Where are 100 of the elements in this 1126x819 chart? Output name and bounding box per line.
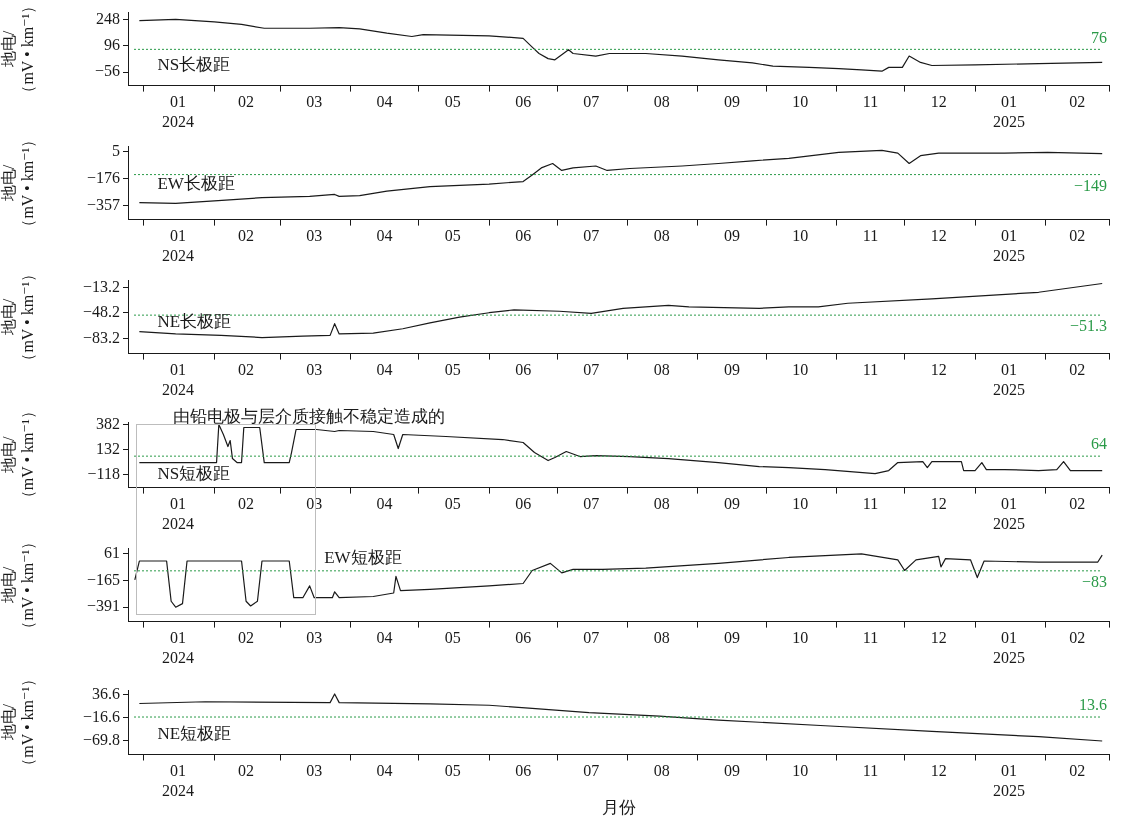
y-tick-label: −118: [87, 464, 120, 482]
y-axis-title: 地电/ （mV • km⁻¹）: [0, 403, 36, 507]
x-tick-label: 10: [792, 361, 809, 379]
x-tick-label: 07: [583, 361, 600, 379]
y-tick-label: −13.2: [82, 277, 120, 295]
y-tick-label: 36.6: [92, 684, 120, 702]
x-tick-label: 01 2025: [993, 361, 1026, 398]
x-tick-label: 02: [238, 762, 255, 780]
x-tick-label: 08: [653, 629, 670, 647]
annotation: 13.6: [1079, 696, 1107, 714]
x-tick-label: 06: [515, 495, 532, 513]
x-tick-label: 04: [376, 227, 393, 245]
series-label: NE长极距: [157, 311, 232, 331]
x-tick-label: 05: [444, 93, 461, 111]
x-tick-label: 08: [653, 762, 670, 780]
y-tick-label: −16.6: [82, 707, 120, 725]
x-tick-label: 05: [444, 227, 461, 245]
x-tick-label: 12: [930, 629, 947, 647]
x-tick-label: 09: [724, 762, 741, 780]
x-tick-label: 12: [930, 227, 947, 245]
x-tick-label: 05: [444, 361, 461, 379]
x-tick-label: 12: [930, 361, 947, 379]
x-tick-label: 04: [376, 93, 393, 111]
x-tick-label: 06: [515, 227, 532, 245]
y-tick-label: 382: [96, 414, 120, 432]
x-tick-label: 07: [583, 629, 600, 647]
y-tick-label: −83.2: [82, 328, 120, 346]
x-tick-label: 09: [724, 227, 741, 245]
x-tick-label: 03: [306, 93, 323, 111]
x-tick-label: 01 2024: [161, 495, 194, 532]
x-tick-label: 03: [306, 227, 323, 245]
series-label: NS长极距: [157, 54, 231, 74]
x-tick-label: 05: [444, 495, 461, 513]
x-tick-label: 01 2024: [161, 227, 194, 264]
x-tick-label: 02: [1069, 495, 1086, 513]
x-tick-label: 02: [1069, 93, 1086, 111]
x-tick-label: 08: [653, 227, 670, 245]
x-tick-label: 02: [238, 227, 255, 245]
x-tick-label: 12: [930, 762, 947, 780]
y-tick-label: −391: [86, 597, 120, 615]
x-tick-label: 02: [1069, 361, 1086, 379]
x-tick-label: 03: [306, 361, 323, 379]
x-tick-label: 11: [862, 762, 879, 780]
y-axis-title: 地电/ （mV • km⁻¹）: [0, 670, 36, 774]
x-tick-label: 11: [862, 93, 879, 111]
y-tick-label: −56: [94, 62, 120, 80]
x-tick-label: 05: [444, 629, 461, 647]
y-tick-label: 132: [96, 439, 120, 457]
x-tick-label: 08: [653, 495, 670, 513]
x-tick-label: 03: [306, 629, 323, 647]
x-tick-label: 04: [376, 762, 393, 780]
x-tick-label: 03: [306, 762, 323, 780]
x-tick-label: 09: [724, 629, 741, 647]
series-label: EW短极距: [324, 548, 402, 568]
x-tick-label: 01 2025: [993, 495, 1026, 532]
x-tick-label: 07: [583, 762, 600, 780]
y-tick-label: −176: [86, 168, 120, 186]
y-tick-label: 248: [96, 10, 120, 28]
x-tick-label: 09: [724, 361, 741, 379]
series-label: EW长极距: [157, 174, 235, 194]
x-tick-label: 04: [376, 361, 393, 379]
x-tick-label: 11: [862, 361, 879, 379]
x-tick-label: 09: [724, 495, 741, 513]
x-tick-label: 06: [515, 762, 532, 780]
x-tick-label: 02: [238, 93, 255, 111]
x-tick-label: 02: [1069, 227, 1086, 245]
x-tick-label: 01 2025: [993, 227, 1026, 264]
x-tick-label: 02: [1069, 762, 1086, 780]
x-tick-label: 11: [862, 227, 879, 245]
series-label: NS短极距: [157, 463, 231, 483]
x-tick-label: 04: [376, 629, 393, 647]
series-label: NE短极距: [157, 723, 232, 743]
y-tick-label: 96: [104, 36, 120, 54]
x-tick-label: 10: [792, 495, 809, 513]
ref-line-label: −149: [1073, 176, 1107, 194]
ref-line-label: −51.3: [1069, 317, 1107, 335]
x-tick-label: 10: [792, 629, 809, 647]
x-axis-title: 月份: [601, 798, 636, 818]
x-tick-label: 04: [376, 495, 393, 513]
x-tick-label: 01 2025: [993, 629, 1026, 666]
ref-line-label: 64: [1091, 435, 1107, 453]
x-tick-label: 09: [724, 93, 741, 111]
x-tick-label: 12: [930, 495, 947, 513]
x-tick-label: 06: [515, 93, 532, 111]
y-tick-label: −69.8: [82, 731, 120, 749]
x-tick-label: 10: [792, 762, 809, 780]
y-tick-label: −165: [86, 570, 120, 588]
y-tick-label: −357: [86, 195, 120, 213]
x-tick-label: 11: [862, 495, 879, 513]
x-tick-label: 07: [583, 93, 600, 111]
x-tick-label: 05: [444, 762, 461, 780]
x-tick-label: 11: [862, 629, 879, 647]
x-tick-label: 01 2025: [993, 93, 1026, 130]
x-tick-label: 10: [792, 93, 809, 111]
x-tick-label: 01 2024: [161, 629, 194, 666]
x-tick-label: 07: [583, 227, 600, 245]
ref-line-label: −83: [1081, 573, 1107, 591]
x-tick-label: 02: [238, 629, 255, 647]
x-tick-label: 01 2024: [161, 93, 194, 130]
x-tick-label: 01 2024: [161, 361, 194, 398]
